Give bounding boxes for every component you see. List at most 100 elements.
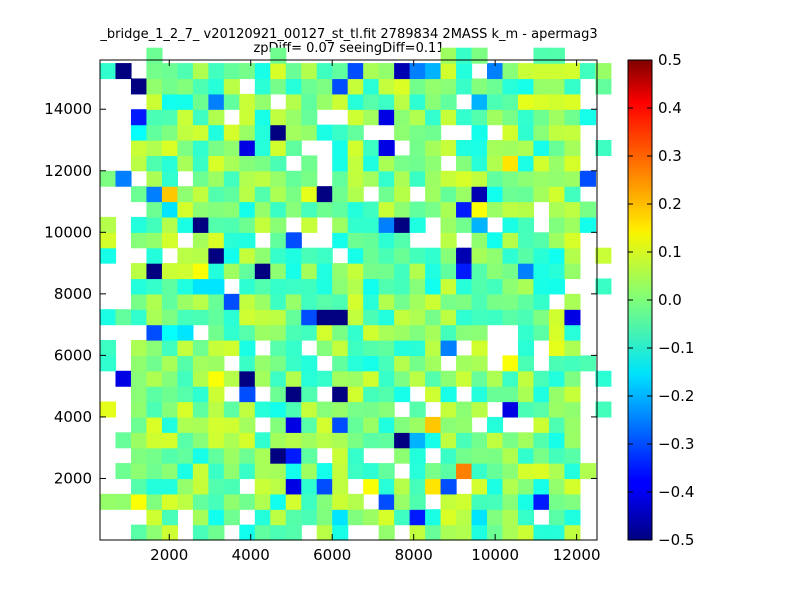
heatmap-cell xyxy=(456,78,473,95)
heatmap-cell xyxy=(425,478,442,495)
heatmap-cell xyxy=(115,432,132,449)
heatmap-cell xyxy=(347,247,364,264)
heatmap-cell xyxy=(502,355,519,372)
heatmap-cell xyxy=(440,401,457,418)
heatmap-cell xyxy=(316,293,333,310)
heatmap-cell xyxy=(517,263,535,280)
heatmap-cell xyxy=(332,155,349,172)
heatmap-cell xyxy=(425,63,442,80)
heatmap-cell xyxy=(332,93,349,110)
heatmap-cell xyxy=(363,263,380,280)
heatmap-cell xyxy=(456,47,473,64)
heatmap-cell xyxy=(192,170,209,187)
heatmap-cell xyxy=(471,432,488,449)
heatmap-cell xyxy=(471,478,488,495)
heatmap-cell xyxy=(161,170,178,187)
heatmap-cell xyxy=(425,93,442,110)
heatmap-cell xyxy=(363,78,380,95)
heatmap-cell xyxy=(533,309,550,326)
heatmap-cell xyxy=(254,401,271,418)
heatmap-cell xyxy=(177,278,194,295)
heatmap-cell xyxy=(254,432,271,449)
heatmap-cell xyxy=(471,293,488,310)
heatmap-cell xyxy=(440,324,457,341)
heatmap-cell xyxy=(223,201,240,218)
heatmap-cell xyxy=(301,263,318,280)
heatmap-cell xyxy=(130,109,148,126)
heatmap-cell xyxy=(100,232,117,249)
heatmap-cell xyxy=(208,478,225,495)
heatmap-cell xyxy=(130,401,148,418)
heatmap-cell xyxy=(471,524,488,541)
heatmap-cell xyxy=(471,170,488,187)
heatmap-cell xyxy=(130,463,148,480)
heatmap-cell xyxy=(254,370,271,387)
heatmap-cell xyxy=(332,432,349,449)
heatmap-cell xyxy=(130,278,148,295)
heatmap-cell xyxy=(208,493,225,510)
heatmap-cell xyxy=(332,232,349,249)
heatmap-cell xyxy=(564,478,581,495)
heatmap-cell xyxy=(316,324,333,341)
heatmap-cell xyxy=(332,524,349,541)
heatmap-cell xyxy=(270,432,287,449)
heatmap-cell xyxy=(456,447,473,464)
heatmap-cell xyxy=(548,278,566,295)
heatmap-cell xyxy=(208,509,225,526)
heatmap-cell xyxy=(208,370,225,387)
heatmap-cell xyxy=(177,370,194,387)
heatmap-cell xyxy=(208,201,225,218)
heatmap-cell xyxy=(223,447,240,464)
heatmap-cell xyxy=(347,447,364,464)
heatmap-cell xyxy=(487,232,504,249)
heatmap-cell xyxy=(548,47,566,64)
heatmap-cell xyxy=(533,416,550,433)
heatmap-cell xyxy=(409,109,426,126)
heatmap-cell xyxy=(502,247,519,264)
heatmap-cell xyxy=(301,124,318,141)
heatmap-cell xyxy=(502,109,519,126)
heatmap-cell xyxy=(409,124,426,141)
heatmap-cell xyxy=(363,293,380,310)
heatmap-cell xyxy=(579,109,596,126)
heatmap-cell xyxy=(130,216,148,233)
heatmap-cell xyxy=(595,63,612,80)
heatmap-cell xyxy=(564,370,581,387)
heatmap-cell xyxy=(409,432,426,449)
heatmap-cell xyxy=(177,478,194,495)
heatmap-cell xyxy=(192,309,209,326)
heatmap-cell xyxy=(425,78,442,95)
heatmap-cell xyxy=(161,186,178,203)
heatmap-cell xyxy=(208,309,225,326)
heatmap-cell xyxy=(378,401,395,418)
heatmap-cell xyxy=(487,432,504,449)
heatmap-cell xyxy=(285,63,302,80)
heatmap-cell xyxy=(363,140,380,156)
heatmap-cell xyxy=(564,324,581,341)
heatmap-cell xyxy=(456,186,473,203)
heatmap-cell xyxy=(239,155,256,172)
heatmap-cell xyxy=(177,93,194,110)
heatmap-cell xyxy=(517,170,535,187)
heatmap-cell xyxy=(239,401,256,418)
heatmap-cell xyxy=(254,124,271,141)
heatmap-cell xyxy=(378,524,395,541)
heatmap-cell xyxy=(440,309,457,326)
heatmap-cell xyxy=(517,386,535,403)
heatmap-cell xyxy=(378,93,395,110)
heatmap-cell xyxy=(239,355,256,372)
heatmap-cell xyxy=(425,278,442,295)
heatmap-cell xyxy=(471,324,488,341)
heatmap-cell xyxy=(347,78,364,95)
heatmap-cell xyxy=(471,401,488,418)
heatmap-cell xyxy=(378,216,395,233)
heatmap-cell xyxy=(177,447,194,464)
heatmap-cell xyxy=(254,493,271,510)
heatmap-cell xyxy=(177,109,194,126)
heatmap-cell xyxy=(564,124,581,141)
heatmap-cell xyxy=(394,216,411,233)
heatmap-cell xyxy=(192,93,209,110)
heatmap-cell xyxy=(254,216,271,233)
heatmap-cell xyxy=(223,493,240,510)
heatmap-cell xyxy=(564,340,581,356)
